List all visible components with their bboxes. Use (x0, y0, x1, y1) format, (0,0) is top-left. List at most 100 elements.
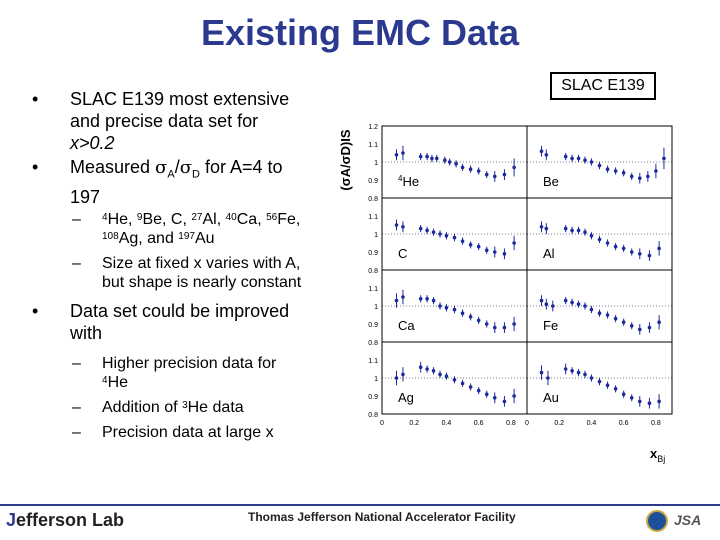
data-point (605, 167, 610, 171)
nuc-ag: Ag, and (118, 229, 179, 247)
x-tick-label: 0.4 (587, 420, 597, 427)
data-point (460, 165, 465, 170)
sup-be: 9 (136, 211, 143, 223)
data-point (434, 156, 439, 161)
data-point (621, 392, 626, 397)
data-point (468, 385, 473, 389)
y-tick-label: 0.8 (368, 268, 378, 275)
slide-title: Existing EMC Data (200, 12, 520, 53)
he3-text-b: He data (187, 398, 244, 416)
bullet-list: • SLAC E139 most extensive and precise d… (28, 88, 338, 448)
data-point (546, 376, 550, 380)
bullet-slac-line2: and precise data set for (70, 111, 259, 131)
data-point (621, 171, 626, 175)
data-point (654, 169, 658, 173)
data-point (637, 399, 642, 404)
sup-he: 4 (102, 211, 108, 223)
data-point (647, 253, 652, 258)
data-point (502, 325, 507, 330)
data-point (460, 239, 465, 243)
y-tick-label: 1 (374, 160, 378, 167)
logo-text: efferson Lab (16, 510, 125, 530)
data-point (539, 298, 544, 303)
subbullet-size: – Size at fixed x varies with A, but sha… (28, 254, 338, 292)
data-point (484, 322, 489, 326)
data-point (544, 153, 549, 157)
facility-name: Thomas Jefferson National Accelerator Fa… (248, 510, 516, 524)
y-tick-label: 0.9 (368, 322, 378, 329)
data-point (613, 387, 618, 391)
data-point (476, 169, 481, 173)
data-point (621, 246, 626, 251)
y-tick-label: 0.9 (368, 178, 378, 185)
sup-ag: 108 (102, 230, 119, 242)
data-point (476, 244, 481, 249)
data-point (570, 300, 574, 305)
data-point (452, 235, 457, 240)
data-point (637, 176, 642, 180)
data-point (662, 156, 666, 161)
data-point (657, 320, 661, 324)
data-point (512, 394, 516, 398)
data-point (512, 241, 516, 245)
y-tick-label: 1.1 (368, 214, 378, 221)
bullet-improved: • Data set could be improved with (28, 300, 338, 344)
data-point (563, 298, 568, 303)
nuc-he: He, (107, 210, 137, 228)
data-point (629, 174, 634, 179)
data-point (502, 252, 507, 256)
size-line2: but shape is nearly constant (102, 273, 302, 291)
data-point (597, 237, 602, 242)
sub-a: A (167, 168, 175, 181)
data-point (502, 399, 507, 404)
data-point (539, 149, 544, 153)
data-point (563, 367, 568, 371)
data-point (430, 156, 434, 161)
logo-j: J (6, 510, 17, 530)
data-point (447, 160, 452, 164)
data-point (544, 302, 549, 306)
jsa-logo: JSA (674, 512, 702, 528)
data-point (570, 228, 574, 233)
subbullet-he3: – Addition of 3He data (28, 398, 338, 417)
y-tick-label: 1 (374, 376, 378, 383)
footer-icons: JSA (646, 508, 716, 536)
data-point (452, 307, 457, 312)
he3-line: Addition of 3He data (102, 398, 338, 417)
data-point (468, 243, 473, 247)
sup-al: 27 (191, 211, 203, 223)
he3-text-a: Addition of (102, 398, 183, 416)
slash: / (174, 157, 180, 177)
data-point (589, 376, 594, 380)
data-point (425, 297, 429, 301)
nuc-fe: Fe, (277, 210, 301, 228)
x-tick-label: 0 (525, 420, 529, 427)
data-point (484, 392, 489, 397)
data-point (460, 381, 465, 386)
y-tick-label: 0.9 (368, 250, 378, 257)
data-point (613, 316, 618, 321)
data-point (476, 388, 481, 393)
data-point (425, 367, 429, 371)
data-point (576, 228, 581, 233)
data-point (589, 307, 594, 312)
y-tick-label: 1 (374, 304, 378, 311)
x-tick-label: 0.4 (442, 420, 452, 427)
data-point (418, 297, 423, 301)
nuc-be: Be, C, (142, 210, 192, 228)
data-point (438, 304, 442, 308)
data-point (401, 295, 405, 299)
data-point (605, 313, 610, 317)
data-point (431, 230, 436, 234)
data-point (401, 151, 405, 155)
data-point (444, 234, 449, 238)
y-tick-label: 0.8 (368, 196, 378, 203)
data-point (438, 372, 442, 377)
data-point (418, 226, 423, 231)
data-point (492, 325, 497, 330)
bullet-measured-line2: 197 (70, 186, 101, 207)
precision-he-line2: 4He (102, 373, 338, 392)
data-point (657, 246, 661, 251)
data-point (444, 374, 449, 378)
data-point (605, 241, 610, 245)
